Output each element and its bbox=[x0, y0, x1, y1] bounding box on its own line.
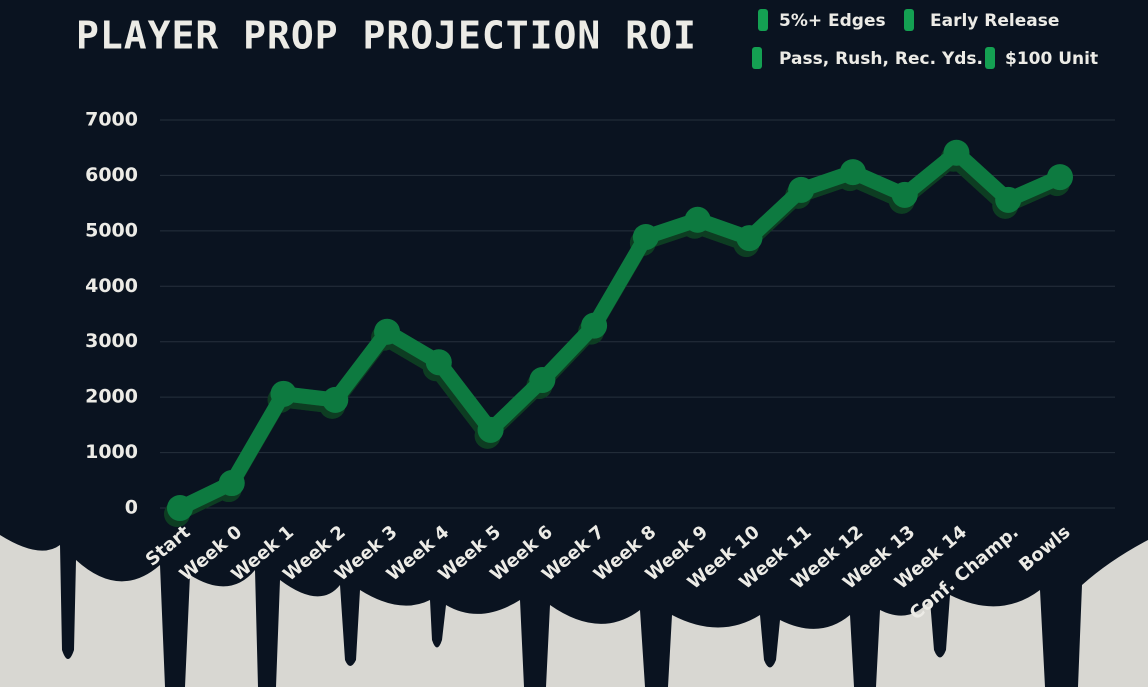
point bbox=[891, 181, 918, 208]
point bbox=[167, 495, 193, 521]
series bbox=[167, 139, 1073, 521]
legend-text: 5%+ Edges bbox=[779, 11, 886, 31]
point bbox=[425, 349, 452, 376]
y-tick-label: 6000 bbox=[85, 164, 138, 186]
legend-icon bbox=[904, 9, 914, 31]
y-tick-label: 7000 bbox=[85, 109, 138, 131]
legend-icon bbox=[985, 47, 995, 69]
chart-title: PLAYER PROP PROJECTION ROI bbox=[76, 14, 697, 58]
y-tick-label: 3000 bbox=[85, 330, 138, 352]
y-tick-label: 1000 bbox=[85, 441, 138, 463]
y-tick-label: 5000 bbox=[85, 219, 138, 241]
point bbox=[1047, 164, 1073, 191]
legend-text: Early Release bbox=[930, 11, 1059, 31]
y-tick-label: 0 bbox=[125, 497, 138, 519]
point bbox=[581, 312, 608, 339]
point bbox=[995, 186, 1022, 213]
point bbox=[529, 366, 556, 393]
point bbox=[839, 159, 866, 186]
point bbox=[374, 318, 401, 345]
point bbox=[943, 139, 970, 166]
legend-text: Pass, Rush, Rec. Yds. bbox=[779, 49, 983, 69]
legend-icon bbox=[752, 47, 762, 69]
point bbox=[270, 380, 297, 407]
point bbox=[788, 176, 815, 203]
point bbox=[684, 206, 711, 233]
point bbox=[322, 386, 349, 413]
point bbox=[736, 225, 763, 252]
legend: 5%+ Edges Early Release Pass, Rush, Rec.… bbox=[752, 9, 1098, 69]
y-tick-label: 4000 bbox=[85, 275, 138, 297]
point bbox=[632, 223, 659, 250]
y-tick-label: 2000 bbox=[85, 386, 138, 408]
point bbox=[477, 416, 504, 443]
legend-text: $100 Unit bbox=[1005, 49, 1098, 69]
legend-icon bbox=[758, 9, 768, 31]
point bbox=[218, 470, 245, 497]
